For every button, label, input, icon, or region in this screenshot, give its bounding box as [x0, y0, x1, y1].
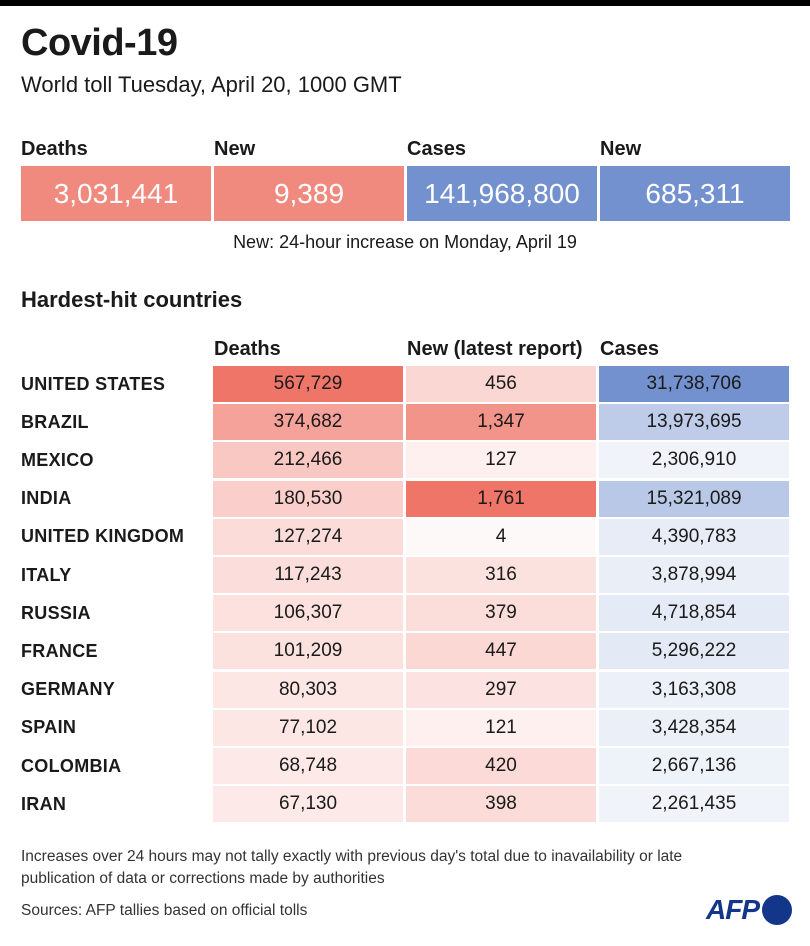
- table-row: INDIA 180,530 1,761 15,321,089: [0, 480, 810, 518]
- column-header-new: New (latest report): [407, 338, 583, 360]
- deaths-cell: 101,209: [213, 633, 403, 670]
- table-row: GERMANY 80,303 297 3,163,308: [0, 671, 810, 709]
- table-row: BRAZIL 374,682 1,347 13,973,695: [0, 403, 810, 441]
- deaths-cell: 127,274: [213, 518, 403, 555]
- afp-logo: AFP: [706, 893, 792, 927]
- sources: Sources: AFP tallies based on official t…: [21, 902, 308, 919]
- table-row: UNITED KINGDOM 127,274 4 4,390,783: [0, 518, 810, 556]
- total-cases-label: Cases: [407, 138, 466, 160]
- new-deaths-cell: 297: [406, 671, 596, 708]
- cases-cell: 2,306,910: [599, 442, 789, 479]
- total-cases-value: 141,968,800: [407, 166, 597, 221]
- deaths-cell: 117,243: [213, 557, 403, 593]
- table-row: IRAN 67,130 398 2,261,435: [0, 785, 810, 823]
- new-deaths-cell: 316: [406, 557, 596, 593]
- new-cases-value: 685,311: [600, 166, 790, 221]
- country-name: COLOMBIA: [21, 755, 122, 776]
- new-deaths-value: 9,389: [214, 166, 404, 221]
- new-deaths-cell: 398: [406, 786, 596, 823]
- deaths-cell: 67,130: [213, 786, 403, 823]
- afp-logo-dot: [762, 895, 792, 925]
- cases-cell: 13,973,695: [599, 404, 789, 441]
- country-name: MEXICO: [21, 449, 94, 470]
- afp-logo-text: AFP: [706, 894, 760, 925]
- deaths-cell: 212,466: [213, 442, 403, 479]
- new-cases-label: New: [600, 138, 642, 160]
- deaths-cell: 80,303: [213, 671, 403, 708]
- new-deaths-cell: 420: [406, 748, 596, 784]
- new-deaths-cell: 447: [406, 633, 596, 670]
- column-header-cases: Cases: [600, 338, 659, 360]
- total-deaths-label: Deaths: [21, 138, 88, 160]
- new-deaths-label: New: [214, 138, 256, 160]
- deaths-cell: 77,102: [213, 709, 403, 746]
- deaths-cell: 68,748: [213, 748, 403, 784]
- column-header-deaths: Deaths: [214, 338, 281, 360]
- deaths-cell: 374,682: [213, 404, 403, 441]
- footnote: Increases over 24 hours may not tally ex…: [21, 848, 683, 887]
- table-row: ITALY 117,243 316 3,878,994: [0, 556, 810, 594]
- country-name: SPAIN: [21, 717, 77, 738]
- deaths-cell: 567,729: [213, 366, 403, 402]
- cases-cell: 15,321,089: [599, 480, 789, 517]
- table-row: UNITED STATES 567,729 456 31,738,706: [0, 365, 810, 403]
- country-name: FRANCE: [21, 640, 98, 661]
- cases-cell: 3,428,354: [599, 709, 789, 746]
- table-row: COLOMBIA 68,748 420 2,667,136: [0, 747, 810, 785]
- cases-cell: 2,667,136: [599, 748, 789, 784]
- cases-cell: 3,163,308: [599, 671, 789, 708]
- deaths-cell: 106,307: [213, 595, 403, 632]
- table-row: FRANCE 101,209 447 5,296,222: [0, 632, 810, 670]
- deaths-cell: 180,530: [213, 480, 403, 517]
- country-name: ITALY: [21, 564, 72, 585]
- table-row: SPAIN 77,102 121 3,428,354: [0, 709, 810, 747]
- country-name: INDIA: [21, 488, 72, 509]
- cases-cell: 5,296,222: [599, 633, 789, 670]
- country-name: IRAN: [21, 793, 67, 814]
- new-deaths-cell: 4: [406, 518, 596, 555]
- country-name: UNITED STATES: [21, 373, 166, 394]
- table-row: MEXICO 212,466 127 2,306,910: [0, 441, 810, 479]
- new-deaths-cell: 1,347: [406, 404, 596, 441]
- totals-note: New: 24-hour increase on Monday, April 1…: [233, 232, 577, 252]
- cases-cell: 4,390,783: [599, 518, 789, 555]
- new-deaths-cell: 379: [406, 595, 596, 632]
- table-row: RUSSIA 106,307 379 4,718,854: [0, 594, 810, 632]
- chart-subtitle: World toll Tuesday, April 20, 1000 GMT: [21, 72, 402, 97]
- new-deaths-cell: 121: [406, 709, 596, 746]
- chart-title: Covid-19: [21, 22, 178, 64]
- new-deaths-cell: 456: [406, 366, 596, 402]
- new-deaths-cell: 127: [406, 442, 596, 479]
- country-name: RUSSIA: [21, 602, 91, 623]
- cases-cell: 4,718,854: [599, 595, 789, 632]
- cases-cell: 2,261,435: [599, 786, 789, 823]
- cases-cell: 3,878,994: [599, 557, 789, 593]
- country-name: BRAZIL: [21, 411, 89, 432]
- country-name: UNITED KINGDOM: [21, 526, 185, 547]
- total-deaths-value: 3,031,441: [21, 166, 211, 221]
- new-deaths-cell: 1,761: [406, 480, 596, 517]
- cases-cell: 31,738,706: [599, 366, 789, 402]
- top-bar: [0, 0, 810, 6]
- table-section-title: Hardest-hit countries: [21, 287, 243, 312]
- country-name: GERMANY: [21, 679, 116, 700]
